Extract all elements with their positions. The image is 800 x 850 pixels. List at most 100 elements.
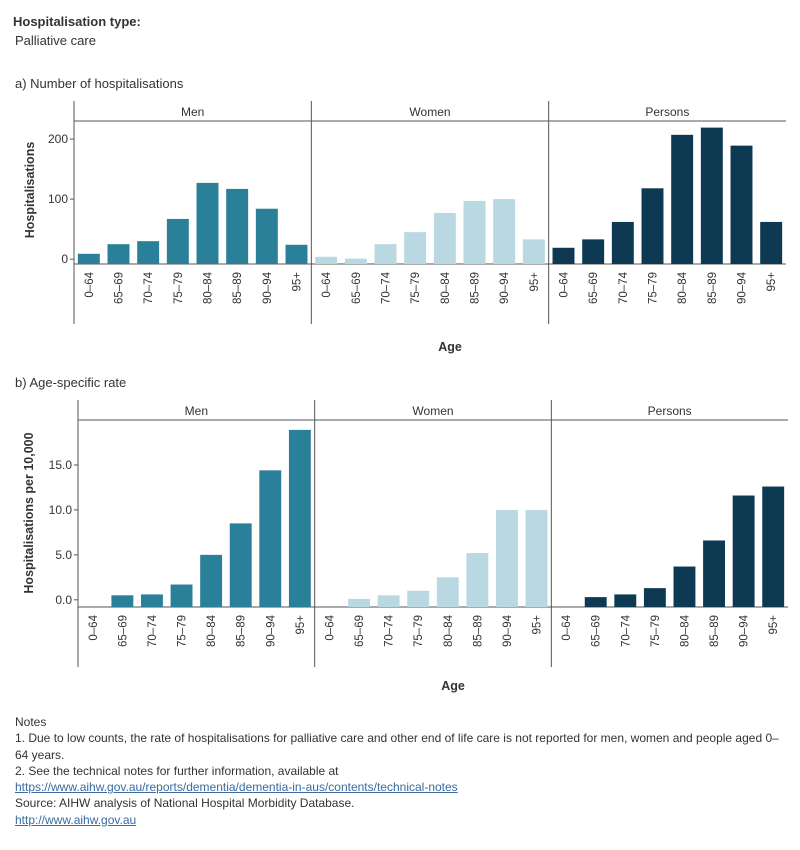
x-axis-label: Age: [438, 340, 462, 354]
x-tick-label-men-95: 95+: [292, 272, 304, 292]
x-tick-label-persons-65-69: 65–69: [588, 272, 600, 304]
x-tick-label-women-90-94: 90–94: [502, 614, 514, 647]
x-tick-label-persons-80-84: 80–84: [677, 271, 689, 304]
y-axis-label: Hospitalisations: [23, 142, 37, 239]
aihw-home-link[interactable]: http://www.aihw.gov.au: [15, 812, 137, 827]
bar-persons-90-94: [730, 145, 753, 264]
bar-persons-85-89: [703, 540, 725, 607]
panel-header-women: Women: [409, 105, 450, 119]
bar-women-90-94: [496, 509, 518, 607]
bar-persons-80-84: [671, 134, 694, 264]
x-tick-label-men-65-69: 65–69: [117, 615, 129, 647]
bar-men-85-89: [226, 188, 249, 264]
x-tick-label-women-0-64: 0–64: [321, 271, 333, 297]
x-tick-label-persons-75-79: 75–79: [648, 272, 660, 304]
chart-a-title: a) Number of hospitalisations: [15, 76, 184, 91]
bar-women-95: [525, 509, 548, 607]
x-tick-label-women-85-89: 85–89: [470, 272, 482, 304]
note-2: 2. See the technical notes for further i…: [15, 763, 339, 778]
bar-persons-85-89: [700, 127, 723, 264]
bar-women-85-89: [466, 553, 489, 607]
x-tick-label-persons-85-89: 85–89: [709, 615, 721, 647]
bar-persons-70-74: [614, 594, 637, 607]
bar-persons-70-74: [611, 221, 634, 264]
bar-women-80-84: [433, 212, 456, 264]
bar-persons-95: [760, 221, 783, 264]
bar-women-70-74: [374, 244, 397, 264]
x-tick-label-men-85-89: 85–89: [232, 272, 244, 304]
x-tick-label-persons-90-94: 90–94: [739, 614, 751, 647]
x-tick-label-women-80-84: 80–84: [440, 271, 452, 304]
bar-men-65-69: [111, 595, 134, 607]
y-tick-label-15-0: 15.0: [49, 458, 73, 472]
x-tick-label-persons-80-84: 80–84: [679, 614, 691, 647]
bar-persons-90-94: [732, 495, 755, 607]
bar-men-95: [285, 244, 308, 264]
bar-men-80-84: [200, 554, 223, 607]
x-tick-label-women-95: 95+: [529, 272, 541, 292]
x-tick-label-women-0-64: 0–64: [324, 614, 336, 640]
x-tick-label-men-0-64: 0–64: [88, 614, 100, 640]
x-tick-label-persons-75-79: 75–79: [650, 615, 662, 647]
bar-women-80-84: [436, 577, 459, 607]
filter-value[interactable]: Palliative care: [15, 33, 96, 48]
bar-men-80-84: [196, 182, 219, 264]
panel-header-men: Men: [181, 105, 204, 119]
x-tick-label-women-90-94: 90–94: [499, 271, 511, 304]
x-tick-label-men-65-69: 65–69: [114, 272, 126, 304]
bar-men-75-79: [166, 218, 189, 264]
x-tick-label-men-90-94: 90–94: [262, 271, 274, 304]
x-tick-label-persons-95: 95+: [766, 272, 778, 292]
bar-women-95: [522, 239, 545, 264]
x-tick-label-women-95: 95+: [532, 615, 544, 635]
bar-women-85-89: [463, 200, 486, 264]
bar-women-0-64: [315, 256, 338, 264]
y-tick-label-200: 200: [48, 132, 68, 146]
x-tick-label-persons-70-74: 70–74: [618, 271, 630, 304]
bar-men-0-64: [77, 253, 100, 264]
y-tick-label-0: 0: [61, 252, 68, 266]
bar-men-75-79: [170, 584, 193, 607]
y-axis-label: Hospitalisations per 10,000: [22, 432, 36, 593]
x-tick-label-men-75-79: 75–79: [173, 272, 185, 304]
bar-persons-0-64: [552, 247, 575, 264]
x-tick-label-women-65-69: 65–69: [354, 615, 366, 647]
bar-men-70-74: [137, 241, 160, 264]
filter-title: Hospitalisation type:: [13, 14, 141, 29]
x-tick-label-women-75-79: 75–79: [410, 272, 422, 304]
bar-women-75-79: [404, 232, 427, 264]
bar-persons-75-79: [643, 588, 666, 607]
y-tick-label-100: 100: [48, 192, 68, 206]
notes-section: Notes 1. Due to low counts, the rate of …: [15, 714, 790, 828]
x-tick-label-men-80-84: 80–84: [206, 614, 218, 647]
bar-persons-95: [762, 486, 785, 607]
x-tick-label-persons-90-94: 90–94: [737, 271, 749, 304]
chart-b-title: b) Age-specific rate: [15, 375, 127, 390]
x-tick-label-women-70-74: 70–74: [381, 271, 393, 304]
y-tick-label-0-0: 0.0: [55, 593, 72, 607]
panel-header-men: Men: [185, 404, 208, 418]
x-tick-label-persons-95: 95+: [768, 615, 780, 635]
x-tick-label-men-80-84: 80–84: [203, 271, 215, 304]
technical-notes-link[interactable]: https://www.aihw.gov.au/reports/dementia…: [15, 780, 458, 795]
x-tick-label-women-85-89: 85–89: [472, 615, 484, 647]
bar-men-85-89: [229, 523, 252, 607]
bar-women-70-74: [377, 595, 400, 607]
x-tick-label-men-70-74: 70–74: [147, 614, 159, 647]
x-tick-label-persons-70-74: 70–74: [620, 614, 632, 647]
bar-persons-75-79: [641, 188, 664, 264]
x-tick-label-women-75-79: 75–79: [413, 615, 425, 647]
bar-women-65-69: [344, 258, 367, 264]
x-tick-label-women-70-74: 70–74: [384, 614, 396, 647]
notes-heading: Notes: [15, 715, 47, 729]
x-tick-label-persons-85-89: 85–89: [707, 272, 719, 304]
x-tick-label-men-85-89: 85–89: [236, 615, 248, 647]
y-tick-label-5-0: 5.0: [55, 548, 72, 562]
x-tick-label-women-65-69: 65–69: [351, 272, 363, 304]
bar-men-70-74: [141, 594, 163, 607]
bar-women-90-94: [493, 199, 516, 264]
bar-women-75-79: [407, 590, 430, 607]
bar-women-65-69: [348, 598, 370, 607]
y-tick-label-10-0: 10.0: [49, 503, 73, 517]
x-tick-label-persons-0-64: 0–64: [561, 614, 573, 640]
